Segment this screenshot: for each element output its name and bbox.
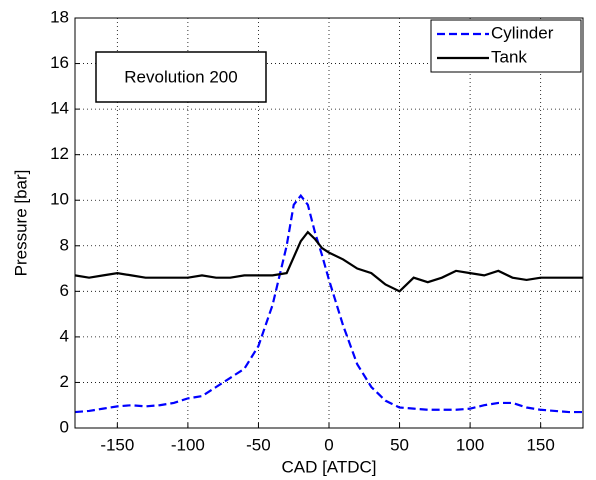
x-tick-label: -50 [246, 435, 271, 454]
x-tick-label: 100 [456, 435, 484, 454]
x-tick-label: 150 [526, 435, 554, 454]
axes-box [74, 17, 584, 429]
y-tick-label: 2 [60, 372, 69, 391]
y-tick-label: 12 [50, 144, 69, 163]
x-tick-label: 0 [324, 435, 333, 454]
y-tick-label: 0 [60, 417, 69, 436]
x-tick-label: 50 [390, 435, 409, 454]
y-tick-label: 10 [50, 190, 69, 209]
annotation: Revolution 200 [124, 67, 237, 86]
legend-label: Tank [491, 47, 527, 66]
series-line [74, 230, 583, 293]
y-tick-label: 16 [50, 53, 69, 72]
x-tick-label: -150 [100, 435, 134, 454]
y-tick-label: 8 [60, 235, 69, 254]
y-tick-label: 18 [50, 7, 69, 26]
annotation-box [95, 51, 267, 103]
y-tick-label: 6 [60, 281, 69, 300]
y-tick-label: 14 [50, 99, 69, 118]
y-axis-label: Pressure [bar] [11, 170, 30, 277]
y-tick-label: 4 [60, 326, 69, 345]
x-axis-label: CAD [ATDC] [281, 457, 376, 476]
legend-label: Cylinder [491, 23, 554, 42]
x-tick-label: -100 [171, 435, 205, 454]
legend-box [430, 19, 582, 73]
